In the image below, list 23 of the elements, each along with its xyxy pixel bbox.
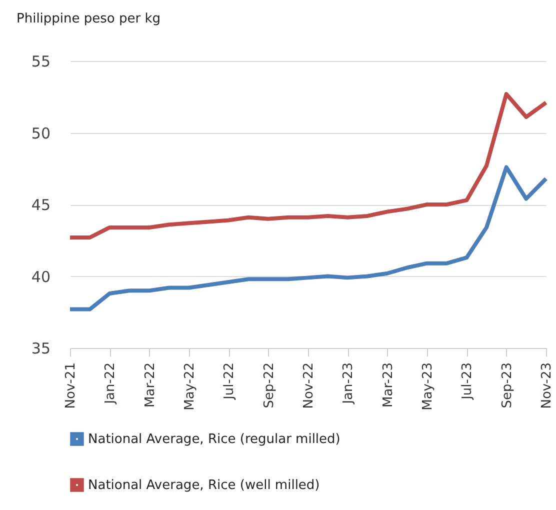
x-tick-label: Mar-23: [380, 362, 396, 408]
x-tick-label: Nov-23: [540, 362, 554, 409]
y-tick-label: 50: [31, 124, 50, 142]
line-series: [68, 92, 548, 240]
x-tick-label: Jan-22: [103, 362, 118, 405]
x-tick-label: Jul-22: [222, 362, 238, 400]
x-tick-label: Mar-22: [142, 362, 158, 408]
x-tick-label: Sep-23: [500, 362, 515, 408]
legend-label: National Average, Rice (regular milled): [88, 432, 340, 447]
x-tick-label: May-22: [182, 362, 198, 410]
y-tick-label: 35: [31, 340, 50, 358]
x-tick-label: Nov-21: [64, 362, 78, 409]
x-tick-label: May-23: [420, 362, 436, 410]
y-tick-label: 45: [31, 196, 50, 214]
x-tick-label: Sep-22: [262, 362, 277, 408]
line-series: [68, 165, 548, 312]
y-axis-title: Philippine peso per kg: [16, 12, 161, 26]
y-tick-label: 55: [31, 52, 50, 70]
x-tick-label: Nov-22: [302, 362, 316, 409]
legend-label: National Average, Rice (well milled): [88, 478, 320, 493]
x-tick-label: Jan-23: [341, 362, 356, 405]
y-tick-label: 40: [31, 268, 50, 286]
x-tick-label: Jul-23: [460, 362, 476, 400]
